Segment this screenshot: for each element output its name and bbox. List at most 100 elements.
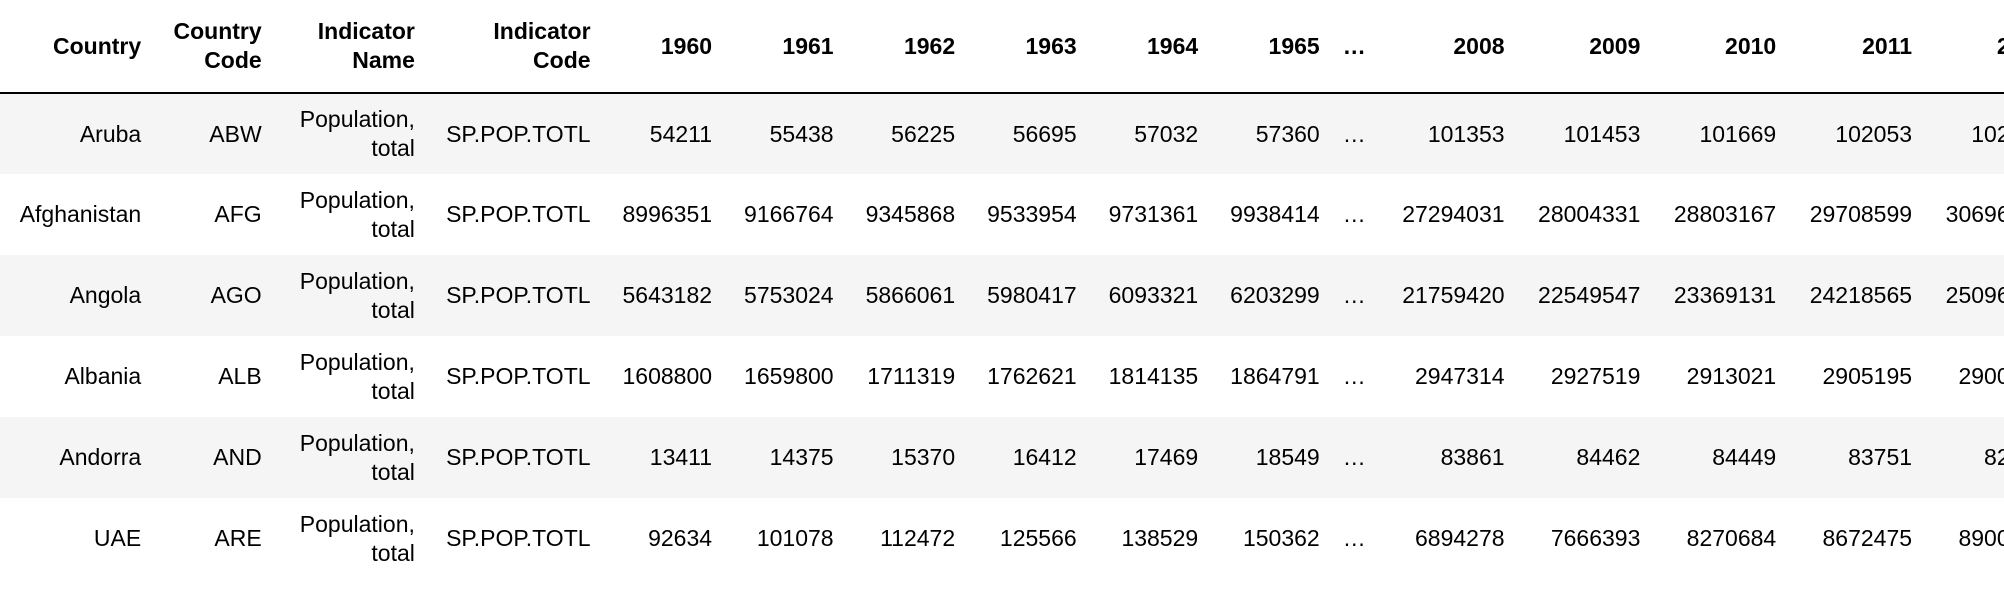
table-cell: Albania [64,363,142,389]
table-cell: 5980417 [967,255,1089,336]
table-cell: 7666393 [1550,525,1641,551]
column-header: 2009 [1516,0,1653,94]
table-cell: 138529 [1121,525,1199,551]
table-cell: 102053 [1788,93,1925,174]
table-cell: 83751 [1788,417,1925,498]
table-cell: 2905195 [1822,363,1913,389]
column-header: 2012 [1924,0,2004,94]
column-header: Indicator Code [426,0,603,94]
table-cell: 8996351 [622,201,713,227]
column-header: Country [0,0,154,94]
table-cell: 112472 [880,525,956,551]
table-cell: Angola [0,255,154,336]
table-cell: SP.POP.TOTL [446,363,591,389]
table-cell: 8270684 [1686,525,1777,551]
table-cell: Population, total [299,348,415,404]
table-row: Afghanistan AFG Population, total SP.POP.TO… [0,174,2004,255]
column-header: … [1331,0,1377,94]
table-header: Country Country Code Indicator Name Indicat… [0,0,2004,94]
header-row: Country Country Code Indicator Name Indicat… [0,0,2004,94]
table-cell: 9345868 [865,201,956,227]
table-cell: … [1342,363,1366,389]
table-cell: 21759420 [1376,255,1517,336]
table-cell: 1864791 [1230,363,1320,389]
table-cell: Population, total [299,186,415,242]
column-header: 1965 [1210,0,1332,94]
table-cell: 1608800 [622,363,713,389]
table-cell: … [1331,417,1377,498]
table-cell: 5643182 [602,255,725,336]
table-cell: 30696958 [1945,201,2004,227]
table-cell: 55438 [724,93,846,174]
table-cell: 101669 [1652,93,1789,174]
table-cell: 28004331 [1538,201,1641,227]
table-cell: Aruba [0,93,154,174]
table-cell: … [1331,93,1377,174]
table-cell: 13411 [602,417,725,498]
table-cell: 82431 [1924,417,2004,498]
table-cell: SP.POP.TOTL [426,93,603,174]
table-cell: 9533954 [987,201,1077,227]
table-cell: 92634 [648,525,713,551]
table-cell: 84462 [1516,417,1653,498]
table-cell: UAE [93,525,142,551]
table-cell: ALB [218,363,262,389]
table-cell: 29708599 [1809,201,1913,227]
table-cell: 23369131 [1652,255,1789,336]
column-header: 2008 [1376,0,1517,94]
table-cell: 22549547 [1516,255,1653,336]
table-cell: SP.POP.TOTL [426,417,603,498]
table-cell: 5866061 [845,255,968,336]
table-cell: 1814135 [1108,363,1199,389]
table-cell: … [1331,255,1377,336]
table-cell: SP.POP.TOTL [426,255,603,336]
table-cell: ARE [214,525,262,551]
table-cell: 2900401 [1958,363,2004,389]
column-header: 1962 [845,0,968,94]
table-cell: 1711319 [867,363,956,389]
table-cell: 101353 [1376,93,1517,174]
table-row: UAE ARE Population, total SP.POP.TOTL 92634 1… [0,498,2004,579]
table-cell: … [1342,525,1366,551]
table-cell: Afghanistan [19,201,142,227]
table-cell: SP.POP.TOTL [446,201,591,227]
table-cell: 18549 [1210,417,1332,498]
table-cell: 101453 [1516,93,1653,174]
table-cell: 1762621 [987,363,1077,389]
table-cell: AFG [214,201,262,227]
table-cell: 5753024 [724,255,846,336]
table-cell: 2947314 [1415,363,1505,389]
table-cell: 24218565 [1788,255,1925,336]
table-row: Andorra AND Population, total SP.POP.TOTL 13… [0,417,2004,498]
table-cell: 6894278 [1415,525,1505,551]
table-cell: 84449 [1652,417,1789,498]
table-cell: 57032 [1088,93,1211,174]
table-cell: SP.POP.TOTL [446,525,591,551]
dataframe-table: Country Country Code Indicator Name Indicat… [0,0,2004,579]
table-cell: Population, total [273,93,427,174]
column-header: 1960 [602,0,725,94]
table-cell: ABW [153,93,274,174]
table-cell: 1659800 [744,363,834,389]
table-cell: 6093321 [1088,255,1211,336]
table-cell: AND [153,417,274,498]
table-cell: 56225 [845,93,968,174]
table-cell: 17469 [1088,417,1211,498]
column-header: 2010 [1652,0,1789,94]
table-cell: 9938414 [1230,201,1320,227]
table-row: Aruba ABW Population, total SP.POP.TOTL 5421… [0,93,2004,174]
table-cell: 14375 [724,417,846,498]
table-cell: 150362 [1242,525,1320,551]
table-cell: 9731361 [1108,201,1199,227]
table-cell: 57360 [1210,93,1332,174]
table-cell: 102577 [1924,93,2004,174]
table-cell: 6203299 [1210,255,1332,336]
column-header: Indicator Name [273,0,427,94]
table-cell: 15370 [845,417,968,498]
table-cell: 8672475 [1822,525,1913,551]
table-row: Albania ALB Population, total SP.POP.TOTL 16… [0,336,2004,417]
column-header: Country Code [153,0,274,94]
table-cell: 101078 [756,525,834,551]
table-cell: 16412 [967,417,1089,498]
